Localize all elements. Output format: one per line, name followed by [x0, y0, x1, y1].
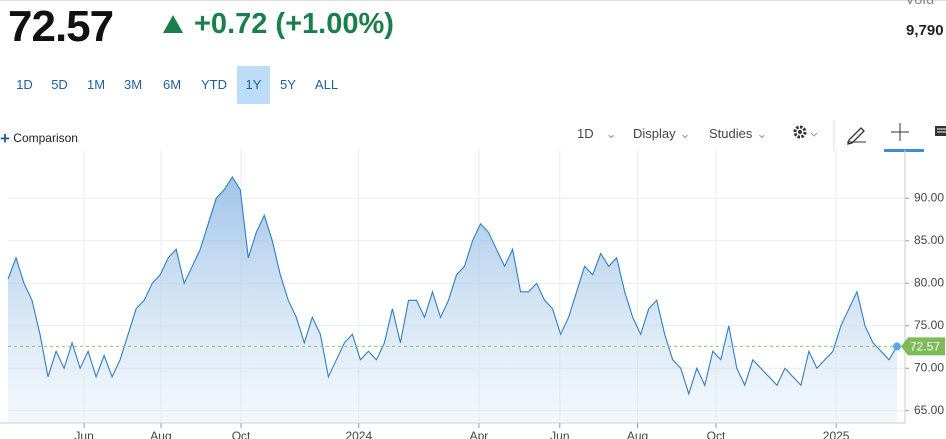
studies-label: Studies — [709, 126, 753, 141]
volume: 9,790 — [906, 22, 944, 39]
range-button[interactable]: 1D — [16, 77, 33, 92]
y-tick-label: 75.00 — [914, 318, 944, 332]
range-button[interactable]: 1M — [86, 77, 106, 92]
draw-icon[interactable] — [847, 127, 866, 145]
settings-icon[interactable] — [793, 125, 818, 139]
interval-button[interactable]: 1D ⌄ — [577, 126, 617, 141]
x-tick-label: 2024 — [345, 429, 372, 439]
range-button[interactable]: 5Y — [280, 77, 296, 92]
last-point — [893, 342, 901, 351]
x-tick-label: Jun — [74, 429, 93, 439]
x-tick-label: Aug — [150, 429, 171, 439]
y-tick-label: 80.00 — [914, 275, 944, 289]
divider — [0, 0, 946, 1]
crosshair-icon[interactable] — [884, 123, 924, 152]
price: 72.57 — [8, 2, 114, 51]
display-label: Display — [633, 126, 676, 141]
y-tick-label: 70.00 — [914, 360, 944, 374]
y-tick-label: 90.00 — [914, 190, 944, 204]
range-button[interactable]: ALL — [314, 77, 339, 92]
x-tick-label: Jun — [550, 429, 569, 439]
price-change: +0.72 (+1.00%) — [194, 8, 394, 40]
display-button[interactable]: Display ⌄ — [633, 126, 691, 141]
range-button[interactable]: 6M — [162, 77, 182, 92]
x-tick-label: Aug — [627, 429, 648, 439]
menu-icon[interactable] — [935, 126, 946, 136]
tool-icons — [793, 120, 946, 152]
price-line — [7, 175, 898, 396]
volume-label: Volu — [905, 0, 934, 8]
interval-label: 1D — [577, 126, 594, 141]
y-tick-label: 65.00 — [914, 403, 944, 417]
y-tick-label: 85.00 — [914, 233, 944, 247]
range-button[interactable]: YTD — [201, 77, 227, 92]
x-tick-label: Oct — [232, 429, 251, 439]
comparison-label: Comparison — [13, 131, 78, 145]
up-arrow — [163, 15, 183, 33]
chart: 65.00 70.00 75.00 80.00 85.00 90.00 Jun Aug Oct 2… — [0, 150, 945, 439]
area-fill — [8, 177, 897, 423]
last-price-tag — [901, 337, 945, 356]
comparison-button[interactable]: + Comparison — [0, 129, 78, 148]
x-tick-label: Oct — [707, 429, 726, 439]
range-button[interactable]: 3M — [123, 77, 143, 92]
x-tick-label: 2025 — [823, 429, 850, 439]
last-price-label: 72.57 — [910, 340, 940, 354]
range-button[interactable]: 5D — [51, 77, 68, 92]
range-button[interactable]: 1Y — [237, 66, 270, 104]
x-tick-label: Apr — [470, 429, 489, 439]
studies-button[interactable]: Studies ⌄ — [709, 126, 768, 141]
